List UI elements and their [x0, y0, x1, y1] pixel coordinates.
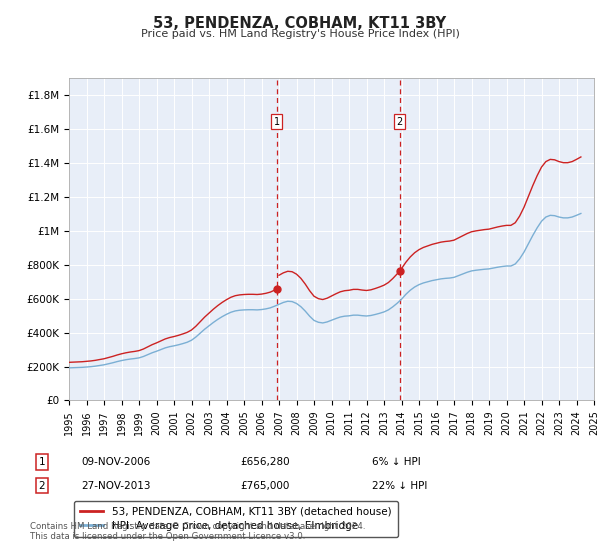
Text: £765,000: £765,000: [240, 480, 289, 491]
Text: Price paid vs. HM Land Registry's House Price Index (HPI): Price paid vs. HM Land Registry's House …: [140, 29, 460, 39]
Text: 27-NOV-2013: 27-NOV-2013: [81, 480, 151, 491]
Text: 2: 2: [38, 480, 46, 491]
Text: Contains HM Land Registry data © Crown copyright and database right 2024.
This d: Contains HM Land Registry data © Crown c…: [30, 522, 365, 542]
Text: 22% ↓ HPI: 22% ↓ HPI: [372, 480, 427, 491]
Text: 53, PENDENZA, COBHAM, KT11 3BY: 53, PENDENZA, COBHAM, KT11 3BY: [154, 16, 446, 31]
Text: 09-NOV-2006: 09-NOV-2006: [81, 457, 150, 467]
Text: £656,280: £656,280: [240, 457, 290, 467]
Legend: 53, PENDENZA, COBHAM, KT11 3BY (detached house), HPI: Average price, detached ho: 53, PENDENZA, COBHAM, KT11 3BY (detached…: [74, 501, 398, 537]
Text: 6% ↓ HPI: 6% ↓ HPI: [372, 457, 421, 467]
Text: 1: 1: [38, 457, 46, 467]
Text: 1: 1: [274, 117, 280, 127]
Text: 2: 2: [397, 117, 403, 127]
